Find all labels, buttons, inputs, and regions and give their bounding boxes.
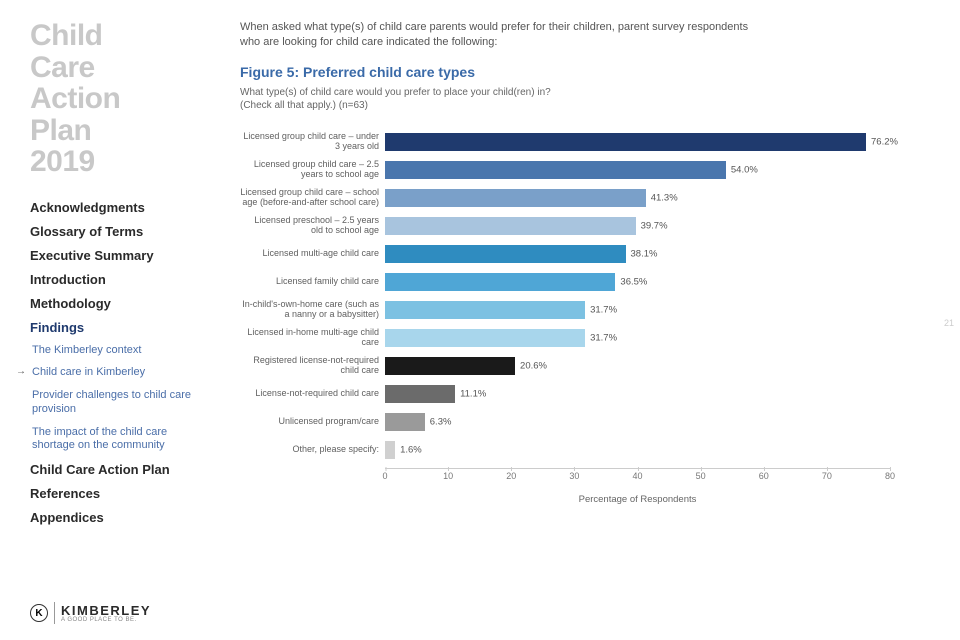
bar-value-label: 39.7% [641, 220, 668, 231]
chart-bar-row: In-child's-own-home care (such as a nann… [240, 300, 890, 320]
bar-category-label: License-not-required child care [240, 389, 385, 399]
bar [385, 329, 585, 347]
bar [385, 413, 425, 431]
nav-section-link[interactable]: References [30, 486, 210, 501]
nav-section-link[interactable]: Findings [30, 320, 210, 335]
chart-bar-row: Licensed group child care – 2.5 years to… [240, 160, 890, 180]
bar-category-label: Licensed group child care – under 3 year… [240, 132, 385, 152]
chart-bar-row: Registered license-not-required child ca… [240, 356, 890, 376]
x-axis-tick: 40 [632, 471, 642, 481]
figure-subtitle: What type(s) of child care would you pre… [240, 86, 930, 112]
bar [385, 217, 636, 235]
bar-category-label: Licensed group child care – school age (… [240, 188, 385, 208]
nav-subsection-link[interactable]: Child care in Kimberley [30, 366, 210, 380]
chart-bar-row: License-not-required child care 11.1% [240, 384, 890, 404]
sidebar: ChildCareActionPlan2019 Acknowledgments G… [30, 20, 210, 630]
x-axis: 01020304050607080 [385, 468, 890, 482]
bar-value-label: 11.1% [460, 388, 486, 399]
bar-value-label: 20.6% [520, 360, 547, 371]
bar-category-label: Licensed group child care – 2.5 years to… [240, 160, 385, 180]
intro-paragraph: When asked what type(s) of child care pa… [240, 20, 760, 50]
x-axis-tick: 0 [382, 471, 387, 481]
bar [385, 161, 726, 179]
bar [385, 245, 626, 263]
bar-chart: Licensed group child care – under 3 year… [240, 132, 890, 505]
chart-bar-row: Licensed multi-age child care 38.1% [240, 244, 890, 264]
bar [385, 133, 866, 151]
logo-divider [54, 602, 55, 624]
x-axis-tick: 70 [822, 471, 832, 481]
x-axis-tick: 60 [759, 471, 769, 481]
bar-value-label: 31.7% [590, 304, 617, 315]
bar-category-label: Licensed multi-age child care [240, 249, 385, 259]
nav-section-link[interactable]: Methodology [30, 296, 210, 311]
bar-value-label: 76.2% [871, 136, 898, 147]
bar-category-label: Registered license-not-required child ca… [240, 356, 385, 376]
document-title: ChildCareActionPlan2019 [30, 20, 210, 178]
nav-section-link[interactable]: Glossary of Terms [30, 224, 210, 239]
x-axis-tick: 80 [885, 471, 895, 481]
bar-value-label: 36.5% [620, 276, 647, 287]
logo-name: KIMBERLEY [61, 604, 151, 617]
chart-bar-row: Licensed group child care – under 3 year… [240, 132, 890, 152]
x-axis-label: Percentage of Respondents [385, 494, 890, 505]
bar-value-label: 6.3% [430, 416, 452, 427]
figure-title: Figure 5: Preferred child care types [240, 64, 930, 80]
chart-bar-row: Licensed in-home multi-age child care 31.… [240, 328, 890, 348]
bar-category-label: Licensed family child care [240, 277, 385, 287]
nav-section-link[interactable]: Executive Summary [30, 248, 210, 263]
bar-value-label: 54.0% [731, 164, 758, 175]
bar [385, 189, 646, 207]
table-of-contents: Acknowledgments Glossary of Terms Executiv… [30, 200, 210, 526]
footer-logo: K KIMBERLEY A GOOD PLACE TO BE. [30, 602, 151, 624]
bar-value-label: 31.7% [590, 332, 617, 343]
nav-section-link[interactable]: Introduction [30, 272, 210, 287]
nav-subsection-link[interactable]: The Kimberley context [30, 344, 210, 358]
x-axis-tick: 20 [506, 471, 516, 481]
bar-category-label: In-child's-own-home care (such as a nann… [240, 300, 385, 320]
chart-bar-row: Licensed preschool – 2.5 years old to sc… [240, 216, 890, 236]
page-number: 21 [944, 318, 954, 328]
bar-value-label: 38.1% [631, 248, 658, 259]
bar [385, 301, 585, 319]
bar-category-label: Licensed preschool – 2.5 years old to sc… [240, 216, 385, 236]
bar [385, 273, 615, 291]
bar-value-label: 41.3% [651, 192, 678, 203]
bar [385, 441, 395, 459]
chart-bar-row: Licensed family child care 36.5% [240, 272, 890, 292]
bar-category-label: Other, please specify: [240, 445, 385, 455]
main-content: When asked what type(s) of child care pa… [210, 20, 930, 630]
nav-subsection-link[interactable]: Provider challenges to child care provis… [30, 389, 210, 417]
nav-section-link[interactable]: Acknowledgments [30, 200, 210, 215]
bar-category-label: Unlicensed program/care [240, 417, 385, 427]
bar [385, 357, 515, 375]
bar-value-label: 1.6% [400, 444, 422, 455]
nav-section-link[interactable]: Child Care Action Plan [30, 462, 210, 477]
chart-bar-row: Unlicensed program/care 6.3% [240, 412, 890, 432]
bar-category-label: Licensed in-home multi-age child care [240, 328, 385, 348]
x-axis-tick: 50 [696, 471, 706, 481]
logo-mark-icon: K [30, 604, 48, 622]
nav-section-link[interactable]: Appendices [30, 510, 210, 525]
nav-subsection-link[interactable]: The impact of the child care shortage on… [30, 426, 210, 454]
bar [385, 385, 455, 403]
chart-bar-row: Other, please specify: 1.6% [240, 440, 890, 460]
x-axis-tick: 30 [569, 471, 579, 481]
x-axis-tick: 10 [443, 471, 453, 481]
chart-bar-row: Licensed group child care – school age (… [240, 188, 890, 208]
